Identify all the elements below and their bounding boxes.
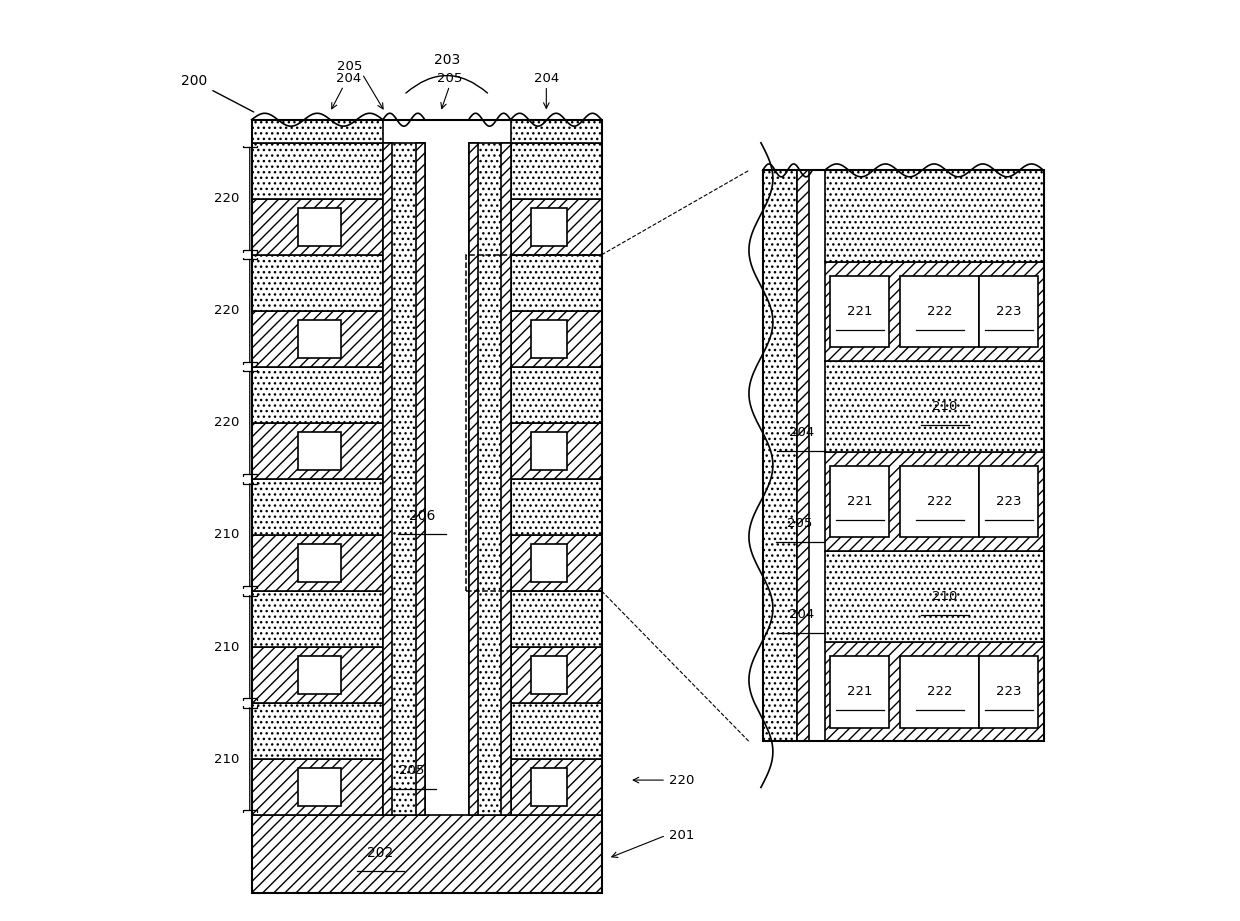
Bar: [531, 656, 568, 694]
Text: 220: 220: [668, 774, 694, 787]
Text: 210: 210: [215, 640, 239, 654]
Text: 203: 203: [434, 53, 460, 67]
Text: 222: 222: [926, 305, 952, 318]
Text: 210: 210: [932, 590, 957, 603]
Bar: [980, 466, 1038, 537]
Bar: [980, 275, 1038, 347]
Text: 201: 201: [668, 829, 694, 842]
Bar: [298, 432, 341, 470]
Bar: [252, 310, 383, 367]
Bar: [511, 591, 601, 647]
Text: 202: 202: [367, 845, 393, 860]
Bar: [383, 143, 392, 815]
Bar: [763, 170, 797, 741]
Text: 204: 204: [789, 608, 815, 621]
Bar: [298, 544, 341, 582]
Bar: [469, 143, 511, 815]
Bar: [531, 544, 568, 582]
Bar: [252, 143, 383, 199]
Bar: [511, 703, 601, 759]
Bar: [830, 466, 889, 537]
Bar: [252, 423, 383, 479]
Bar: [501, 143, 511, 815]
Bar: [252, 759, 383, 815]
Bar: [511, 310, 601, 367]
Text: 222: 222: [926, 685, 952, 698]
Text: 223: 223: [996, 305, 1022, 318]
Bar: [511, 535, 601, 591]
Bar: [252, 647, 383, 703]
Bar: [763, 170, 1044, 741]
Bar: [825, 551, 1044, 643]
Text: 204: 204: [533, 72, 559, 85]
Text: 210: 210: [215, 752, 239, 765]
Text: 223: 223: [996, 685, 1022, 698]
Text: 220: 220: [215, 416, 239, 429]
Bar: [900, 275, 980, 347]
Bar: [900, 466, 980, 537]
Bar: [900, 657, 980, 728]
Text: 221: 221: [847, 495, 873, 508]
Bar: [830, 657, 889, 728]
Bar: [298, 320, 341, 358]
Text: 205: 205: [337, 60, 363, 73]
Bar: [252, 535, 383, 591]
Bar: [298, 768, 341, 806]
Text: 205: 205: [436, 72, 463, 85]
Bar: [298, 656, 341, 694]
Bar: [531, 320, 568, 358]
Bar: [298, 208, 341, 246]
Bar: [980, 657, 1038, 728]
Bar: [252, 591, 383, 647]
Bar: [825, 170, 1044, 262]
Bar: [825, 262, 1044, 361]
Bar: [531, 208, 568, 246]
Bar: [511, 199, 601, 255]
Bar: [469, 143, 477, 815]
Text: 210: 210: [932, 400, 957, 413]
Bar: [511, 120, 601, 143]
Bar: [830, 275, 889, 347]
Bar: [511, 143, 601, 199]
Bar: [252, 367, 383, 423]
Bar: [511, 255, 601, 311]
Text: 220: 220: [215, 192, 239, 205]
Bar: [252, 703, 383, 759]
Text: 206: 206: [409, 508, 435, 523]
Bar: [252, 815, 601, 893]
Bar: [466, 255, 601, 591]
Bar: [531, 768, 568, 806]
Text: 205: 205: [399, 764, 424, 777]
Bar: [252, 120, 383, 143]
Text: 204: 204: [336, 72, 361, 85]
Text: 205: 205: [787, 517, 812, 530]
Bar: [511, 423, 601, 479]
Bar: [252, 479, 383, 535]
Bar: [383, 143, 425, 815]
Text: 223: 223: [996, 495, 1022, 508]
Bar: [531, 432, 568, 470]
Bar: [511, 647, 601, 703]
Text: 221: 221: [847, 685, 873, 698]
Bar: [825, 643, 1044, 741]
Bar: [511, 367, 601, 423]
Bar: [825, 452, 1044, 551]
Bar: [825, 361, 1044, 452]
Text: 221: 221: [847, 305, 873, 318]
Bar: [252, 199, 383, 255]
Bar: [511, 759, 601, 815]
Text: 220: 220: [215, 304, 239, 318]
Text: 204: 204: [789, 426, 815, 439]
Text: 222: 222: [926, 495, 952, 508]
Bar: [252, 120, 601, 893]
Bar: [252, 255, 383, 311]
Text: 210: 210: [215, 529, 239, 542]
Bar: [415, 143, 425, 815]
Text: 200: 200: [181, 74, 254, 112]
Bar: [797, 170, 810, 741]
Bar: [511, 479, 601, 535]
